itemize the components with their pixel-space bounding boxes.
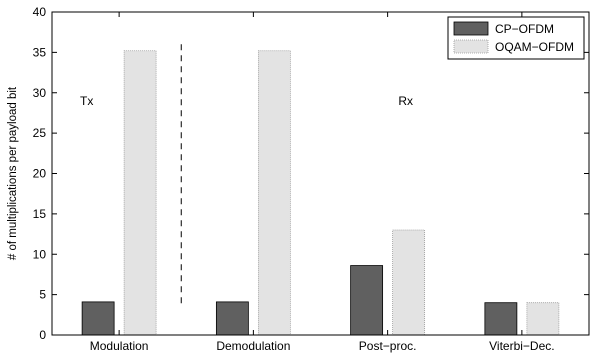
legend-label-oqam-ofdm: OQAM−OFDM — [495, 40, 574, 54]
y-tick-label: 30 — [33, 86, 47, 100]
bar-oqam-ofdm-2 — [392, 229, 426, 336]
bar-oqam-ofdm-1 — [257, 50, 291, 336]
y-tick-label: 15 — [33, 207, 47, 221]
bar-cp-ofdm-0 — [81, 301, 115, 336]
x-tick-label: Modulation — [90, 339, 149, 353]
legend-swatch-oqam-ofdm — [453, 39, 489, 54]
y-tick-label: 25 — [33, 126, 47, 140]
annotation-rx: Rx — [398, 94, 413, 108]
x-tick-label: Demodulation — [216, 339, 290, 353]
axes-layer: 0 5 10 15 20 25 30 35 40 Modulation Demodulation Po… — [33, 5, 589, 353]
legend-swatch-cp-ofdm — [453, 21, 489, 36]
y-tick-label: 5 — [39, 288, 46, 302]
y-tick-label: 0 — [39, 328, 46, 342]
bars-layer — [81, 50, 560, 336]
bar-cp-ofdm-1 — [215, 301, 249, 336]
y-tick-label: 20 — [33, 167, 47, 181]
x-tick-label: Viterbi−Dec. — [489, 339, 554, 353]
legend-label-cp-ofdm: CP−OFDM — [495, 22, 554, 36]
bar-oqam-ofdm-0 — [123, 50, 157, 336]
x-tick-label: Post−proc. — [359, 339, 417, 353]
legend: CP−OFDM OQAM−OFDM — [447, 16, 585, 60]
y-axis-label: # of multiplications per payload bit — [7, 86, 19, 260]
bar-cp-ofdm-3 — [484, 302, 518, 336]
y-tick-label: 35 — [33, 45, 47, 59]
y-tick-label: 40 — [33, 5, 47, 19]
annotation-tx: Tx — [80, 94, 93, 108]
bar-oqam-ofdm-3 — [526, 302, 560, 336]
bar-cp-ofdm-2 — [350, 265, 384, 336]
y-tick-label: 10 — [33, 247, 47, 261]
